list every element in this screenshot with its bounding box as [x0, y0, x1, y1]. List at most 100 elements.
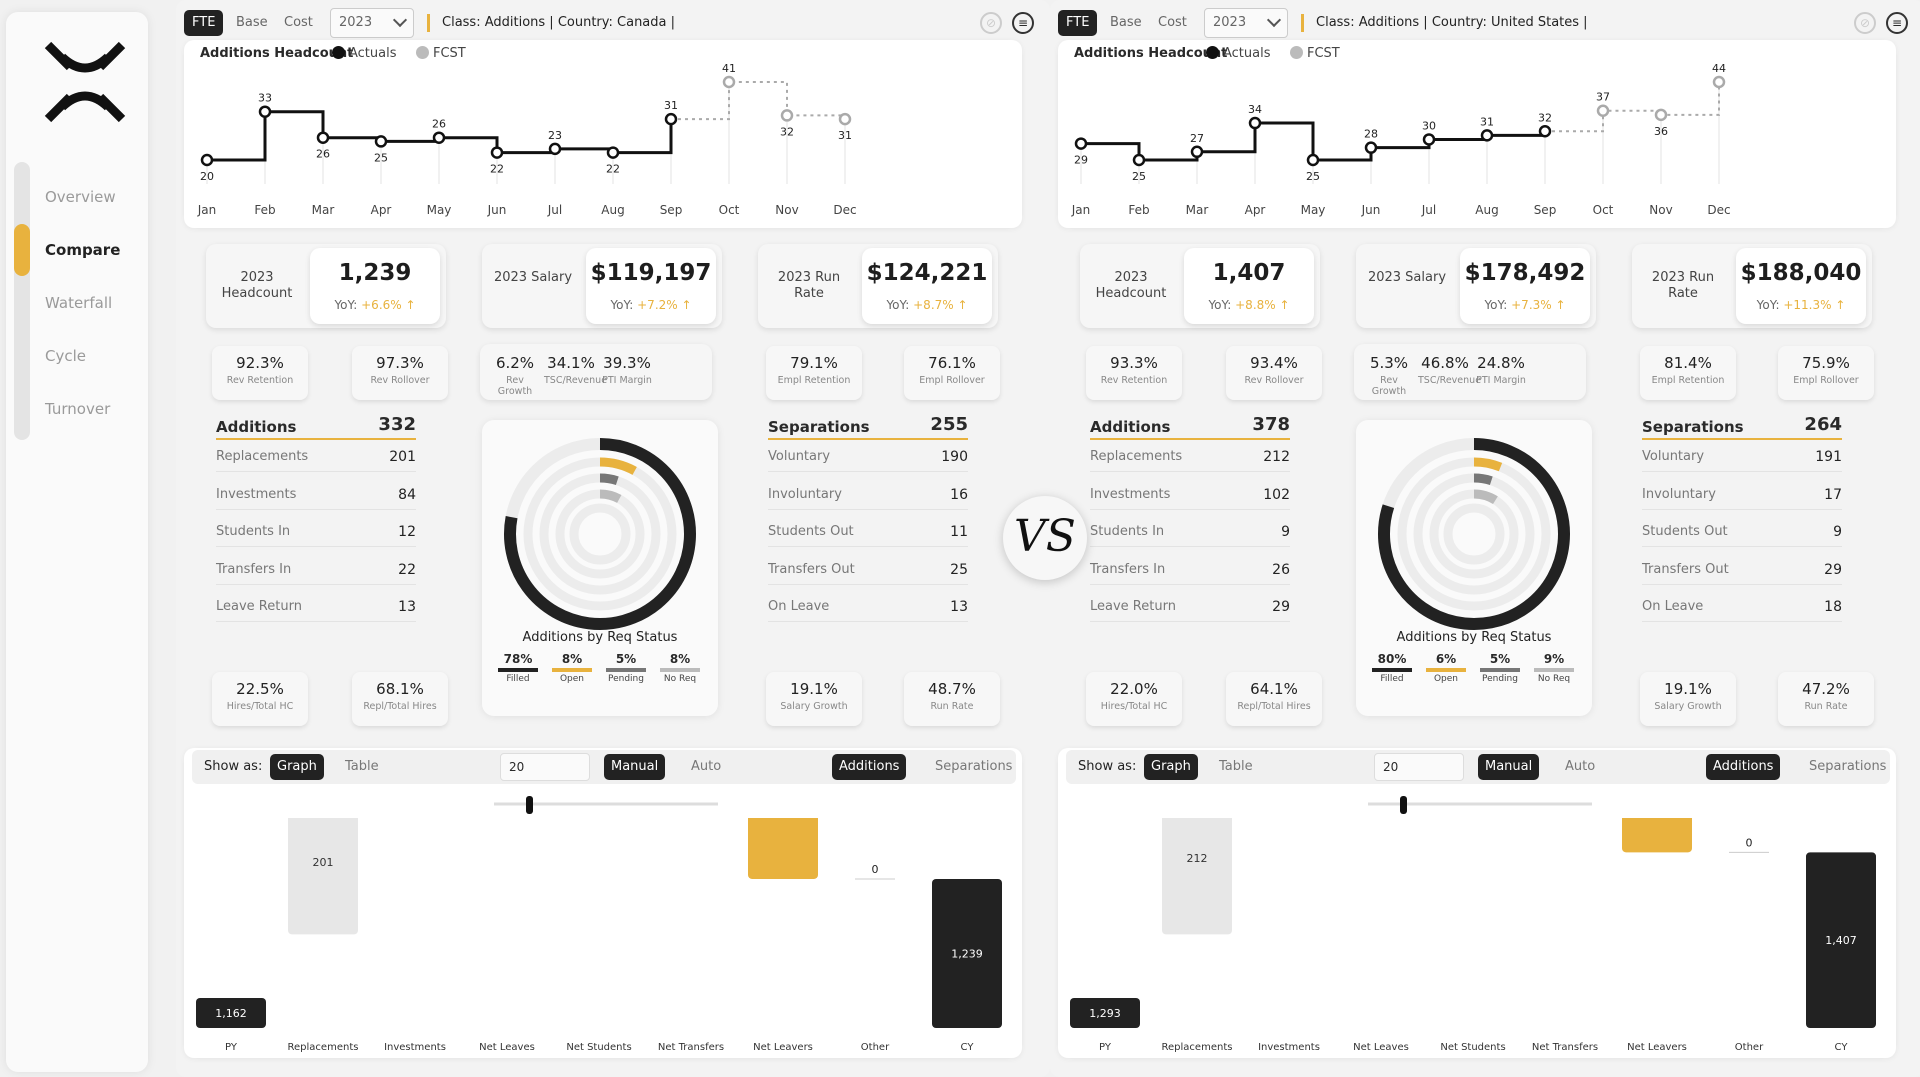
metric-value: 22.5% — [236, 680, 284, 698]
metric-value: 24.8% — [1477, 354, 1525, 372]
waterfall-value-label: 0 — [872, 863, 879, 876]
toggle-base[interactable]: Base — [1110, 15, 1142, 30]
toggle-cost[interactable]: Cost — [1158, 15, 1187, 30]
metric-label: Hires/Total HC — [1100, 701, 1168, 712]
forecast-point[interactable] — [1712, 75, 1726, 89]
manual-toggle[interactable]: Manual — [604, 754, 666, 780]
metric-card: 39.3% PTI Margin — [600, 346, 654, 400]
metric-card: 5.3% Rev Growth — [1362, 346, 1416, 400]
actual-point[interactable] — [1364, 141, 1378, 154]
actual-point[interactable] — [316, 131, 330, 144]
table-toggle[interactable]: Table — [345, 759, 379, 774]
toggle-fte[interactable]: FTE — [184, 10, 224, 36]
metric-card: 68.1% Repl/Total Hires — [352, 672, 448, 726]
legend-dot-actuals — [332, 46, 345, 59]
metric-card: 48.7% Run Rate — [904, 672, 1000, 726]
nav-item-cycle[interactable]: Cycle — [45, 347, 86, 365]
metric-value: 97.3% — [376, 354, 424, 372]
forecast-point[interactable] — [838, 112, 852, 126]
waterfall-bar[interactable] — [748, 818, 818, 879]
actual-point[interactable] — [374, 135, 388, 148]
actual-point[interactable] — [1190, 145, 1204, 159]
year-select[interactable]: 2023 — [1204, 8, 1288, 38]
waterfall-category-label: PY — [225, 1042, 238, 1053]
separations-toggle[interactable]: Separations — [935, 759, 1013, 774]
metric-value: 46.8% — [1421, 354, 1469, 372]
month-tick-label: Jan — [1071, 203, 1091, 217]
actual-point[interactable] — [200, 153, 214, 167]
yoy-change: +7.2% — [637, 298, 678, 312]
accent-divider — [1301, 14, 1304, 32]
forecast-line — [1545, 82, 1720, 133]
nav-item-compare[interactable]: Compare — [45, 241, 121, 259]
actual-point[interactable] — [548, 142, 562, 156]
actual-point[interactable] — [1306, 153, 1320, 167]
metric-card: 93.3% Rev Retention — [1086, 346, 1182, 400]
filter-menu-icon[interactable]: ≡ — [1886, 12, 1908, 34]
waterfall-bar[interactable] — [196, 998, 266, 1028]
forecast-point[interactable] — [722, 75, 736, 89]
actual-point[interactable] — [258, 105, 272, 118]
threshold-input[interactable]: 20 — [500, 753, 590, 781]
filter-menu-icon[interactable]: ≡ — [1012, 12, 1034, 34]
separations-header: Separations 255 — [768, 412, 968, 440]
kpi-value: $178,492 — [1464, 260, 1586, 286]
metric-label: Repl/Total Hires — [1237, 701, 1311, 712]
nav-item-overview[interactable]: Overview — [45, 188, 116, 206]
kpi-yoy: YoY: +7.2% ↑ — [586, 298, 716, 312]
actual-point[interactable] — [1074, 137, 1088, 150]
additions-toggle[interactable]: Additions — [1706, 754, 1781, 780]
waterfall-bar[interactable] — [1806, 852, 1876, 1028]
waterfall-category-label: Net Leavers — [1627, 1042, 1687, 1053]
toggle-cost[interactable]: Cost — [284, 15, 313, 30]
actual-point[interactable] — [490, 146, 504, 159]
separations-toggle[interactable]: Separations — [1809, 759, 1887, 774]
waterfall-value-label: 0 — [1746, 836, 1753, 849]
forecast-point[interactable] — [1596, 104, 1610, 117]
graph-toggle[interactable]: Graph — [270, 754, 324, 780]
nav-item-turnover[interactable]: Turnover — [45, 400, 111, 418]
compare-panel-united-states: FTE Base Cost 2023 Class: Additions | Co… — [1050, 0, 1920, 1077]
manual-toggle[interactable]: Manual — [1478, 754, 1540, 780]
actual-point[interactable] — [1480, 129, 1494, 142]
actual-point[interactable] — [1248, 116, 1262, 130]
metric-label: Rev Retention — [1100, 375, 1168, 386]
toggle-fte[interactable]: FTE — [1058, 10, 1098, 36]
actual-point[interactable] — [664, 112, 678, 126]
actual-point[interactable] — [1132, 153, 1146, 167]
table-toggle[interactable]: Table — [1219, 759, 1253, 774]
chevron-down-icon — [1266, 12, 1282, 28]
actual-point[interactable] — [1422, 133, 1436, 146]
metric-label: Empl Rollover — [919, 375, 985, 386]
waterfall-bar[interactable] — [288, 818, 358, 935]
metric-group-card — [480, 344, 712, 400]
year-select[interactable]: 2023 — [330, 8, 414, 38]
nav-item-waterfall[interactable]: Waterfall — [45, 294, 113, 312]
req-status-bar — [498, 668, 538, 672]
auto-toggle[interactable]: Auto — [691, 759, 722, 774]
clear-filter-icon[interactable]: ⊘ — [1854, 12, 1876, 34]
toggle-base[interactable]: Base — [236, 15, 268, 30]
actual-point[interactable] — [432, 131, 446, 144]
waterfall-bar[interactable] — [932, 878, 1002, 1028]
metric-value: 64.1% — [1250, 680, 1298, 698]
actual-point[interactable] — [1538, 125, 1552, 138]
kpi-value: $119,197 — [590, 260, 712, 286]
filter-bar: FTE Base Cost 2023 Class: Additions | Co… — [184, 8, 1034, 38]
waterfall-bar[interactable] — [1622, 818, 1692, 853]
point-label: 33 — [258, 92, 272, 105]
waterfall-bar[interactable] — [1162, 818, 1232, 935]
auto-toggle[interactable]: Auto — [1565, 759, 1596, 774]
threshold-input[interactable]: 20 — [1374, 753, 1464, 781]
additions-toggle[interactable]: Additions — [832, 754, 907, 780]
actual-point[interactable] — [606, 146, 620, 159]
clear-filter-icon[interactable]: ⊘ — [980, 12, 1002, 34]
waterfall-bar[interactable] — [1070, 998, 1140, 1028]
forecast-point[interactable] — [780, 109, 794, 122]
forecast-point[interactable] — [1654, 108, 1668, 122]
graph-toggle[interactable]: Graph — [1144, 754, 1198, 780]
yoy-label: YoY: — [334, 298, 358, 312]
req-status-label: Pending — [1482, 674, 1518, 684]
threshold-slider[interactable] — [1368, 796, 1592, 816]
threshold-slider[interactable] — [494, 796, 718, 816]
